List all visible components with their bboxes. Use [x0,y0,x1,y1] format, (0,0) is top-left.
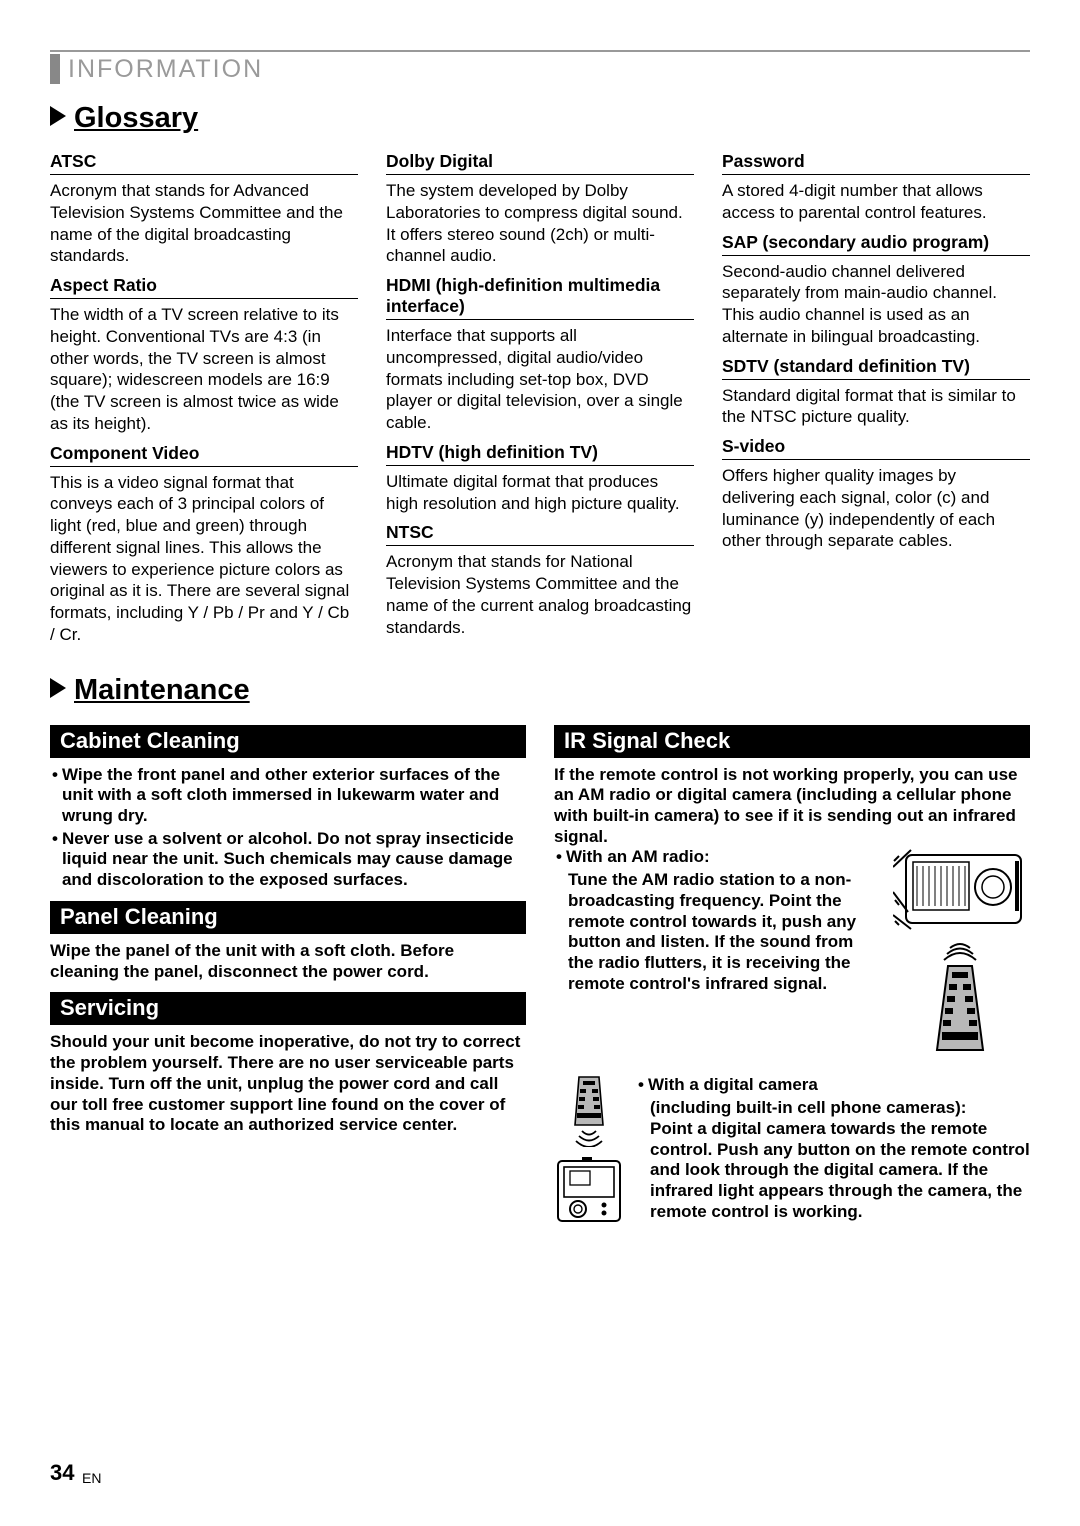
ir-signal-header: IR Signal Check [554,725,1030,758]
glossary-term: Password [722,151,1030,175]
arrow-icon [50,678,66,698]
maintenance-heading-text: Maintenance [74,674,250,706]
remote-icon [925,938,995,1053]
glossary-term: ATSC [50,151,358,175]
glossary-definition: The width of a TV screen relative to its… [50,304,358,435]
bullet-icon: • [636,1075,648,1096]
ir-cam-sub: (including built-in cell phone cameras): [636,1098,1030,1119]
glossary-definition: Offers higher quality images by deliveri… [722,465,1030,552]
section-tab-header: INFORMATION [50,54,1030,84]
glossary-definition: Second-audio channel delivered separatel… [722,261,1030,348]
glossary-term: NTSC [386,522,694,546]
bullet-icon: • [50,765,62,827]
glossary-heading-text: Glossary [74,102,198,134]
glossary-definition: The system developed by Dolby Laboratori… [386,180,694,267]
tab-title: INFORMATION [68,54,263,84]
remote-small-icon [565,1075,613,1147]
maintenance-left: Cabinet Cleaning •Wipe the front panel a… [50,715,526,1228]
ir-am-text: Tune the AM radio station to a non-broad… [554,870,880,994]
glossary-col-1: ATSC Acronym that stands for Advanced Te… [50,143,358,646]
glossary-definition: A stored 4-digit number that allows acce… [722,180,1030,224]
ir-camera-text-col: •With a digital camera (including built-… [636,1075,1030,1227]
glossary-term: SAP (secondary audio program) [722,232,1030,256]
glossary-term: HDTV (high definition TV) [386,442,694,466]
bullet-text: Wipe the front panel and other exterior … [62,765,526,827]
glossary-term: Component Video [50,443,358,467]
ir-camera-block: •With a digital camera (including built-… [554,1075,1030,1227]
page-lang: EN [82,1470,101,1486]
bullet-text: Never use a solvent or alcohol. Do not s… [62,829,526,891]
glossary-term: HDMI (high-definition multimedia interfa… [386,275,694,320]
servicing-body: Should your unit become inoperative, do … [50,1032,526,1136]
panel-cleaning-header: Panel Cleaning [50,901,526,934]
glossary-heading: Glossary [50,102,1030,135]
glossary-col-3: Password A stored 4-digit number that al… [722,143,1030,646]
glossary-definition: Ultimate digital format that produces hi… [386,471,694,515]
cabinet-cleaning-header: Cabinet Cleaning [50,725,526,758]
ir-intro: If the remote control is not working pro… [554,765,1030,848]
servicing-header: Servicing [50,992,526,1025]
panel-cleaning-body: Wipe the panel of the unit with a soft c… [50,941,526,982]
glossary-definition: Interface that supports all uncompressed… [386,325,694,434]
glossary-definition: Acronym that stands for Advanced Televis… [50,180,358,267]
tab-accent-bar [50,54,60,84]
page-number: 34 [50,1460,74,1486]
ir-cam-label: With a digital camera [648,1075,818,1096]
ir-am-illustrations [890,847,1030,1053]
bullet-icon: • [554,847,566,868]
maintenance-columns: Cabinet Cleaning •Wipe the front panel a… [50,715,1030,1228]
glossary-definition: This is a video signal format that conve… [50,472,358,646]
ir-cam-text: Point a digital camera towards the remot… [636,1119,1030,1223]
maintenance-right: IR Signal Check If the remote control is… [554,715,1030,1228]
radio-icon [893,847,1028,932]
maintenance-heading: Maintenance [50,674,1030,707]
glossary-term: S-video [722,436,1030,460]
top-rule [50,50,1030,52]
ir-am-text-col: •With an AM radio: Tune the AM radio sta… [554,847,880,994]
glossary-col-2: Dolby Digital The system developed by Do… [386,143,694,646]
camera-icon [554,1155,624,1227]
glossary-term: Aspect Ratio [50,275,358,299]
bullet-icon: • [50,829,62,891]
ir-am-block: •With an AM radio: Tune the AM radio sta… [554,847,1030,1053]
ir-camera-illustrations [554,1075,624,1227]
glossary-definition: Acronym that stands for National Televis… [386,551,694,638]
glossary-term: Dolby Digital [386,151,694,175]
ir-am-label: With an AM radio: [566,847,710,868]
arrow-icon [50,106,66,126]
glossary-columns: ATSC Acronym that stands for Advanced Te… [50,143,1030,646]
glossary-term: SDTV (standard definition TV) [722,356,1030,380]
cabinet-cleaning-body: •Wipe the front panel and other exterior… [50,765,526,891]
glossary-definition: Standard digital format that is similar … [722,385,1030,429]
